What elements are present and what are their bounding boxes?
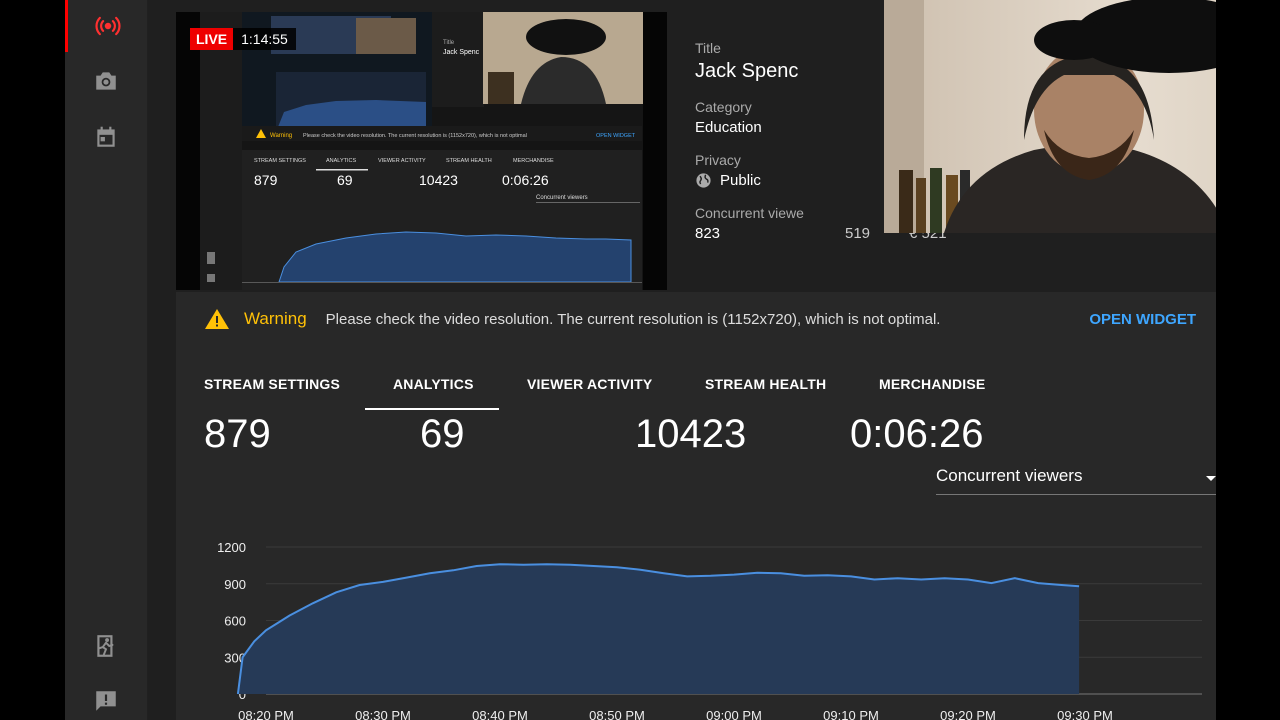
webcam-feed bbox=[884, 0, 1216, 233]
y-tick-label-2: 600 bbox=[224, 614, 246, 629]
metric-dropdown-value: Concurrent viewers bbox=[936, 466, 1083, 485]
x-tick-label-5: 09:10 PM bbox=[823, 708, 879, 720]
sidebar-item-calendar[interactable] bbox=[65, 111, 147, 163]
webcam-overlay bbox=[884, 0, 1216, 233]
live-elapsed-time: 1:14:55 bbox=[233, 28, 296, 50]
privacy-label: Privacy bbox=[695, 152, 741, 168]
mini-warning-message: Please check the video resolution. The c… bbox=[303, 133, 527, 139]
stats-panel: STREAM SETTINGS ANALYTICS VIEWER ACTIVIT… bbox=[176, 346, 1216, 720]
tab-stream-settings[interactable]: STREAM SETTINGS bbox=[204, 376, 341, 392]
x-tick-label-2: 08:40 PM bbox=[472, 708, 528, 720]
stat-viewer-activity: 10423 bbox=[635, 412, 747, 456]
warning-title: Warning bbox=[244, 309, 307, 328]
stat-stream-settings: 879 bbox=[204, 412, 271, 456]
stat-stream-health: 0:06:26 bbox=[850, 412, 984, 456]
active-tab-indicator bbox=[365, 408, 499, 410]
stat-analytics: 69 bbox=[420, 412, 465, 456]
metric-dropdown[interactable]: Concurrent viewers bbox=[936, 466, 1216, 495]
title-label: Title bbox=[695, 40, 721, 56]
mini-open-widget: OPEN WIDGET bbox=[596, 133, 636, 139]
tab-analytics[interactable]: ANALYTICS bbox=[393, 376, 474, 392]
preview-frame: Warning Please check the video resolutio… bbox=[176, 12, 667, 290]
app-window: Warning Please check the video resolutio… bbox=[65, 0, 1216, 720]
mini-stat-2: 10423 bbox=[419, 172, 458, 188]
x-tick-label-0: 08:20 PM bbox=[238, 708, 294, 720]
open-widget-button[interactable]: OPEN WIDGET bbox=[1089, 310, 1196, 328]
series-line bbox=[236, 563, 1080, 695]
globe-icon bbox=[696, 173, 711, 188]
tab-merchandise[interactable]: MERCHANDISE bbox=[879, 376, 986, 392]
sidebar-item-live[interactable] bbox=[65, 0, 147, 52]
x-tick-label-1: 08:30 PM bbox=[355, 708, 411, 720]
camera-icon bbox=[96, 72, 116, 90]
mini-stat-3: 0:06:26 bbox=[502, 172, 549, 188]
privacy-value-text: Public bbox=[720, 172, 761, 189]
sidebar-item-camera[interactable] bbox=[65, 55, 147, 107]
mini-dropdown: Concurrent viewers bbox=[536, 195, 588, 201]
mini-tab-0: STREAM SETTINGS bbox=[254, 158, 306, 164]
exit-icon bbox=[97, 635, 114, 657]
series-area bbox=[237, 564, 1080, 694]
category-label: Category bbox=[695, 99, 752, 115]
mini-tab-4: MERCHANDISE bbox=[513, 158, 554, 164]
title-value: Jack Spenc bbox=[695, 60, 799, 82]
warning-icon bbox=[205, 309, 229, 329]
tab-viewer-activity[interactable]: VIEWER ACTIVITY bbox=[527, 376, 653, 392]
mini-tab-2: VIEWER ACTIVITY bbox=[378, 158, 426, 164]
mini-title-value: Jack Spenc bbox=[443, 49, 480, 56]
warning-message: Please check the video resolution. The c… bbox=[325, 310, 941, 328]
sidebar-item-exit[interactable] bbox=[65, 620, 147, 672]
concurrent-viewers-label: Concurrent viewe bbox=[695, 205, 804, 221]
concurrent-viewers-value: 823 bbox=[695, 225, 721, 242]
chevron-down-icon bbox=[1206, 476, 1216, 481]
stream-preview[interactable]: Warning Please check the video resolutio… bbox=[176, 12, 667, 290]
warning-banner: Warning Please check the video resolutio… bbox=[176, 292, 1216, 346]
mini-tab-3: STREAM HEALTH bbox=[446, 158, 492, 164]
privacy-value: Public bbox=[695, 172, 1115, 189]
stat-extra-a: 519 bbox=[845, 225, 871, 242]
y-tick-label-1: 300 bbox=[224, 650, 246, 665]
sidebar bbox=[65, 0, 148, 720]
main-content: Warning Please check the video resolutio… bbox=[148, 0, 1216, 720]
category-value: Education bbox=[695, 119, 762, 136]
broadcast-icon bbox=[94, 16, 121, 36]
live-badge: LIVE 1:14:55 bbox=[190, 27, 296, 51]
sidebar-item-feedback[interactable] bbox=[65, 675, 147, 720]
feedback-icon bbox=[96, 691, 116, 711]
live-tag: LIVE bbox=[190, 28, 234, 50]
mini-tab-1: ANALYTICS bbox=[326, 158, 356, 164]
mini-stat-0: 879 bbox=[254, 172, 278, 188]
y-tick-label-4: 1200 bbox=[217, 540, 246, 555]
mini-title-label: Title bbox=[443, 40, 455, 46]
x-tick-label-3: 08:50 PM bbox=[589, 708, 645, 720]
x-tick-label-4: 09:00 PM bbox=[706, 708, 762, 720]
y-tick-label-3: 900 bbox=[224, 577, 246, 592]
tab-stream-health[interactable]: STREAM HEALTH bbox=[705, 376, 827, 392]
y-tick-label-0: 0 bbox=[239, 687, 246, 702]
x-tick-label-6: 09:20 PM bbox=[940, 708, 996, 720]
mini-stat-1: 69 bbox=[337, 172, 353, 188]
calendar-icon bbox=[97, 126, 115, 147]
stream-info: Title Jack Spenc Category Education Priv… bbox=[695, 40, 1115, 242]
concurrent-viewers-chart: 0 300 600 900 1200 08:20 PM 08:30 PM 08:40 PM 08… bbox=[217, 540, 1202, 720]
x-tick-label-7: 09:30 PM bbox=[1057, 708, 1113, 720]
mini-warning-title: Warning bbox=[270, 133, 292, 139]
